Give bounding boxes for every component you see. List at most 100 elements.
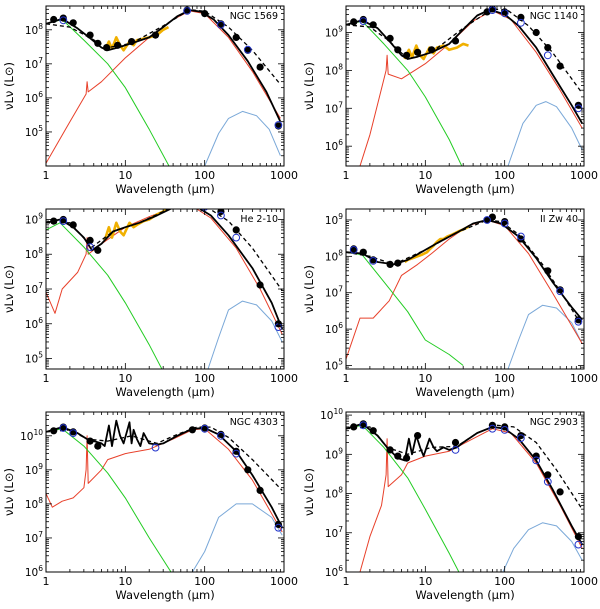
model-point [517,434,525,442]
y-axis-label: νLν (L⊙) [302,265,316,313]
x-axis-label: Wavelength (μm) [415,588,514,602]
stellar-component-line [346,20,463,166]
observed-point [451,438,460,447]
observed-point [544,44,552,52]
observed-point [556,286,564,294]
x-tick-label: 1 [343,575,350,588]
observed-point [86,236,94,244]
model-point [543,51,552,60]
y-axis-label: νLν (L⊙) [302,62,316,110]
observed-point [350,18,358,26]
y-tick-label: 106 [25,90,43,105]
observed-point [69,19,77,27]
observed-point [394,452,402,460]
y-tick-label: 106 [25,316,43,331]
y-tick-label: 1010 [20,428,43,443]
model-point [359,421,368,430]
observed-point [69,221,77,229]
observed-point [151,31,160,39]
x-tick-label: 1000 [270,372,298,385]
y-tick-label: 108 [25,22,43,37]
x-tick-label: 100 [494,372,515,385]
sed-panel: 1 10 100 1000 106 107 108 109 Wavelength (μm) νLν… [302,5,598,196]
warm-dust-component-line [359,428,583,572]
observed-point [359,248,367,256]
x-tick-label: 10 [418,169,432,182]
y-tick-label: 105 [25,351,43,366]
model-point [517,232,525,241]
observed-point [201,10,209,18]
observed-point [403,51,411,59]
model-point [217,431,225,440]
model-point [532,456,541,465]
x-tick-label: 10 [118,575,132,588]
y-tick-label: 1010 [320,407,343,422]
cold-dust-component-line [204,110,281,166]
x-tick-label: 10 [418,575,432,588]
observed-point [232,33,240,42]
plot-frame [345,208,585,370]
y-tick-label: 106 [325,138,343,153]
model-point [483,216,492,224]
observed-point [532,28,540,37]
observed-point [114,41,122,49]
x-axis-label: Wavelength (μm) [115,182,214,196]
plot-frame [345,5,585,167]
galaxy-name: NGC 4303 [230,417,278,428]
observed-point [50,427,58,435]
observed-point [517,235,525,243]
model-point [500,219,509,228]
observed-point [414,48,422,56]
model-point [59,217,68,226]
observed-point [517,13,525,21]
observed-point [451,37,460,45]
x-tick-label: 100 [494,169,515,182]
model-point [151,443,160,452]
x-tick-label: 1000 [270,575,298,588]
observed-point [544,267,552,275]
x-tick-label: 1000 [570,372,598,385]
y-tick-label: 109 [325,24,343,39]
model-point [488,424,497,433]
model-point [232,449,241,458]
x-tick-label: 1 [343,169,350,182]
observed-point [369,427,377,435]
warm-dust-component-line [46,209,283,335]
observed-point [501,218,509,226]
y-tick-label: 108 [325,62,343,77]
observed-point [544,471,552,479]
observed-point [232,226,240,234]
observed-point [94,442,102,450]
galaxy-name: II Zw 40 [540,214,578,225]
x-tick-label: 1 [43,372,50,385]
total-model-line [346,422,583,546]
plot-frame [345,411,585,573]
model-point [274,121,283,129]
model-point [517,18,525,27]
x-tick-label: 100 [194,575,215,588]
x-tick-label: 1000 [570,169,598,182]
observed-point [244,46,252,54]
observed-point [394,259,402,267]
y-axis-label: νLν (L⊙) [2,468,16,516]
y-tick-label: 105 [25,124,43,139]
total-model-line [46,419,284,529]
y-tick-label: 107 [25,281,43,296]
sed-panel: 1 10 100 1000 106 107 108 109 1010 Wavelength (μm… [302,407,598,602]
plot-frame [45,411,285,573]
observed-point [414,432,422,440]
model-point [59,424,68,432]
sed-panel: 1 10 100 1000 105 106 107 108 109 Wavelength (μm)… [2,201,298,399]
y-tick-label: 106 [325,321,343,336]
y-tick-label: 107 [325,100,343,115]
y-tick-label: 108 [25,246,43,261]
observed-point [394,46,402,54]
y-tick-label: 109 [325,212,343,227]
sed-panel: 1 10 100 1000 105 106 107 108 109 Wavelength (μm)… [302,208,598,399]
warm-dust-component-line [346,219,583,360]
observed-point [483,216,491,224]
model-point [500,426,509,434]
stellar-component-line [346,424,460,572]
observed-point [184,201,191,208]
